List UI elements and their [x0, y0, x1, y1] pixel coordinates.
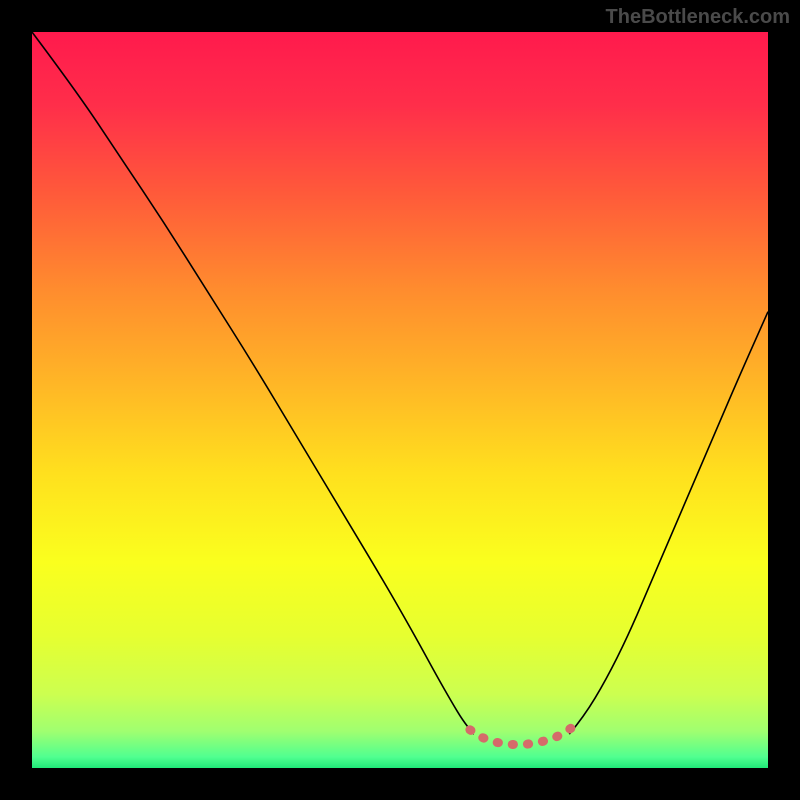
- chart-container: TheBottleneck.com: [0, 0, 800, 800]
- curve-left: [32, 32, 474, 734]
- watermark-text: TheBottleneck.com: [606, 6, 790, 29]
- plot-area: [32, 32, 768, 768]
- curve-right: [569, 312, 768, 734]
- bottom-dotted-segment: [470, 727, 573, 745]
- chart-svg: [32, 32, 768, 768]
